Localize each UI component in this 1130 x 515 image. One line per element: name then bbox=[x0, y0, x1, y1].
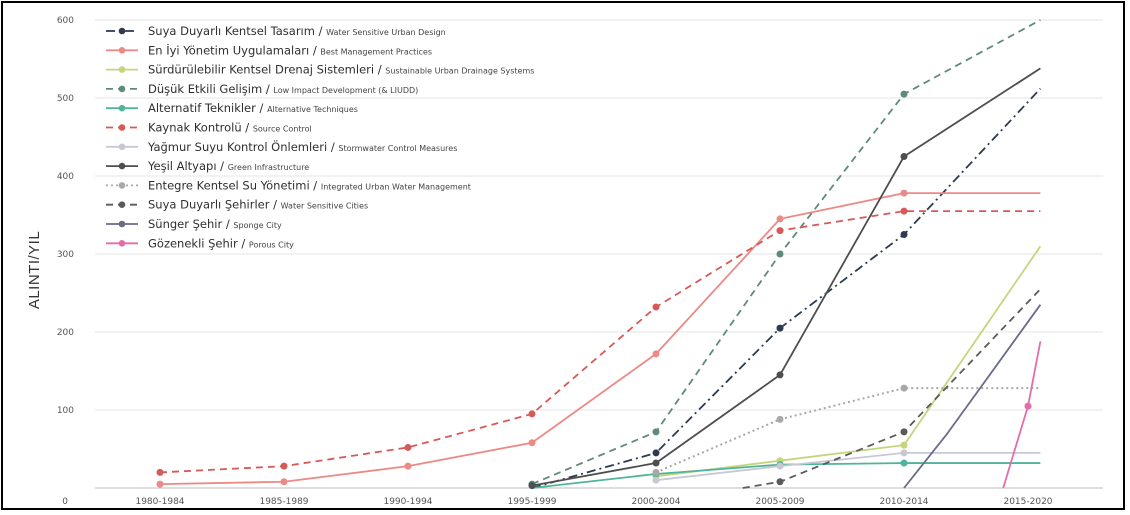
series-line bbox=[1002, 341, 1042, 489]
y-tick-label: 300 bbox=[57, 250, 74, 260]
data-point bbox=[900, 189, 908, 197]
y-tick-label: 0 bbox=[62, 497, 68, 507]
legend-label: Yeşil Altyapı / Green Infrastructure bbox=[147, 159, 309, 173]
data-point bbox=[776, 324, 784, 332]
legend-label: En İyi Yönetim Uygulamaları / Best Manag… bbox=[148, 42, 432, 57]
legend-marker bbox=[118, 104, 126, 112]
data-point bbox=[280, 478, 288, 486]
legend-marker bbox=[118, 143, 126, 151]
legend-marker bbox=[118, 47, 126, 54]
series-line bbox=[159, 192, 1041, 485]
data-point bbox=[652, 303, 660, 311]
x-tick-label: 2005-2009 bbox=[755, 497, 804, 507]
series-line bbox=[655, 245, 1042, 478]
legend-marker bbox=[118, 220, 126, 228]
data-point bbox=[280, 462, 288, 470]
y-tick-labels: 0 100 200 300 400 500 600 bbox=[57, 16, 74, 507]
legend-label: Suya Duyarlı Kentsel Tasarım / Water Sen… bbox=[148, 24, 446, 38]
x-tick-label: 2000-2004 bbox=[631, 497, 680, 507]
legend-marker bbox=[118, 240, 126, 247]
legend-label: Kaynak Kontrolü / Source Control bbox=[148, 121, 312, 135]
legend-label: Suya Duyarlı Şehirler / Water Sensitive … bbox=[148, 198, 368, 212]
legend-label: Sürdürülebilir Kentsel Drenaj Sistemleri… bbox=[148, 63, 534, 77]
data-point bbox=[900, 384, 908, 392]
data-point bbox=[652, 350, 660, 358]
x-tick-label: 1990-1994 bbox=[383, 497, 432, 507]
data-point bbox=[652, 468, 660, 476]
data-point bbox=[776, 215, 784, 223]
series-line bbox=[655, 451, 1041, 482]
data-point bbox=[156, 480, 164, 488]
x-tick-label: 2015-2020 bbox=[1003, 497, 1052, 507]
data-point bbox=[528, 482, 536, 490]
grid-lines bbox=[95, 19, 1103, 489]
data-point bbox=[900, 441, 908, 449]
legend-label: Yağmur Suyu Kontrol Önlemleri / Stormwat… bbox=[147, 138, 457, 154]
data-point bbox=[776, 250, 784, 258]
legend-marker bbox=[118, 27, 126, 35]
legend-label: Alternatif Teknikler / Alternative Techn… bbox=[148, 101, 358, 115]
x-tick-label: 1980-1984 bbox=[135, 497, 184, 507]
series-line bbox=[742, 288, 1042, 489]
series-line bbox=[531, 19, 1041, 485]
data-point bbox=[404, 443, 412, 451]
data-point bbox=[404, 462, 412, 470]
data-point bbox=[528, 410, 536, 418]
data-point bbox=[1024, 402, 1032, 410]
data-point bbox=[900, 449, 908, 457]
legend-marker bbox=[118, 201, 126, 208]
data-point bbox=[652, 459, 660, 467]
legend-marker bbox=[118, 162, 126, 170]
data-point bbox=[776, 462, 784, 470]
series-line bbox=[903, 304, 1042, 489]
data-point bbox=[900, 153, 908, 160]
data-point bbox=[900, 428, 908, 436]
series-line bbox=[531, 88, 1042, 489]
x-tick-labels: 1980-1984 1985-1989 1990-1994 1995-1999 2000… bbox=[135, 497, 1052, 507]
legend-marker bbox=[118, 182, 126, 189]
data-point bbox=[900, 459, 908, 467]
data-point bbox=[776, 371, 784, 379]
data-point bbox=[652, 449, 660, 457]
data-point bbox=[652, 428, 660, 436]
legend-marker bbox=[118, 66, 126, 73]
legend-label: Gözenekli Şehir / Porous City bbox=[148, 236, 294, 250]
data-point bbox=[900, 90, 908, 98]
data-point bbox=[776, 415, 784, 423]
y-axis-label: ALINTI/YIL bbox=[26, 231, 43, 309]
x-tick-label: 1985-1989 bbox=[259, 497, 308, 507]
y-tick-label: 500 bbox=[57, 94, 74, 104]
y-tick-label: 200 bbox=[57, 328, 74, 338]
data-point bbox=[776, 227, 784, 235]
data-point bbox=[776, 478, 784, 486]
y-tick-label: 600 bbox=[57, 16, 74, 26]
y-tick-label: 400 bbox=[57, 172, 74, 182]
legend-label: Entegre Kentsel Su Yönetimi / Integrated… bbox=[148, 178, 471, 192]
x-tick-label: 1995-1999 bbox=[507, 497, 556, 507]
legend: Suya Duyarlı Kentsel Tasarım / Water Sen… bbox=[106, 24, 534, 250]
data-point bbox=[528, 439, 536, 447]
data-point bbox=[900, 231, 908, 238]
legend-marker bbox=[118, 85, 126, 93]
series-lines bbox=[156, 19, 1042, 490]
series-line bbox=[531, 67, 1041, 487]
series-line bbox=[655, 387, 1041, 474]
legend-label: Sünger Şehir / Sponge City bbox=[148, 217, 282, 231]
legend-marker bbox=[118, 124, 126, 131]
data-point bbox=[652, 476, 660, 484]
series-line bbox=[159, 210, 1041, 474]
data-point bbox=[156, 468, 164, 476]
data-point bbox=[900, 207, 908, 215]
legend-label: Düşük Etkili Gelişim / Low Impact Develo… bbox=[148, 82, 418, 96]
x-tick-label: 2010-2014 bbox=[879, 497, 928, 507]
y-tick-label: 100 bbox=[57, 406, 74, 416]
